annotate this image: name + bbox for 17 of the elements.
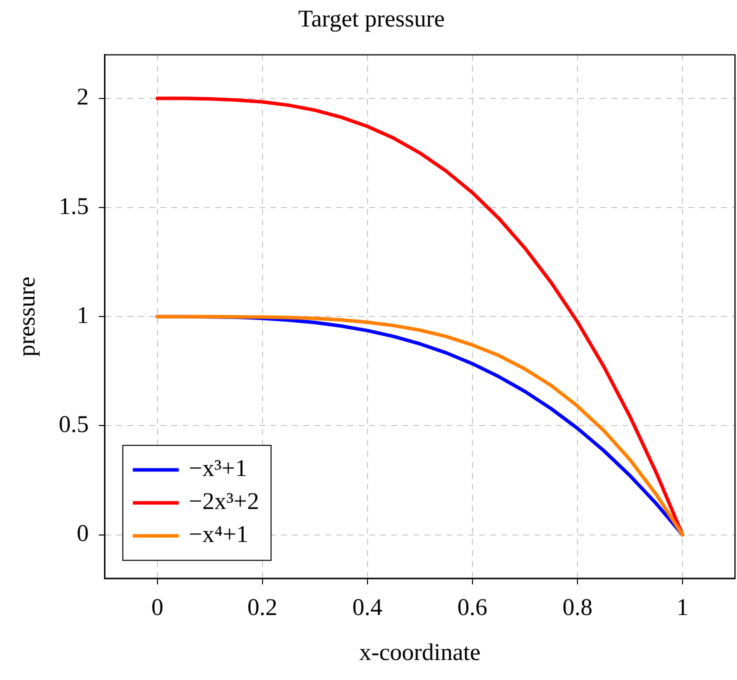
y-tick-label: 1 xyxy=(76,302,89,329)
y-tick-label: 1.5 xyxy=(58,194,89,220)
x-tick-label: 0.4 xyxy=(352,595,382,622)
y-tick-label: 0 xyxy=(76,521,89,548)
chart-title: Target pressure xyxy=(298,6,445,33)
legend-label: −x⁴+1 xyxy=(188,522,248,548)
x-tick-label: 1 xyxy=(676,595,688,622)
legend-label: −2x³+2 xyxy=(188,489,260,516)
x-tick-label: 0.6 xyxy=(457,595,488,622)
y-tick-label: 2 xyxy=(76,84,89,111)
legend-label: −x³+1 xyxy=(188,456,248,482)
x-tick-label: 0.2 xyxy=(247,595,278,622)
y-tick-label: 0.5 xyxy=(58,412,89,438)
x-axis-title: x-coordinate xyxy=(359,640,481,666)
y-axis-title: pressure xyxy=(14,276,41,357)
x-tick-label: 0 xyxy=(151,595,164,622)
x-tick-label: 0.8 xyxy=(562,595,592,622)
